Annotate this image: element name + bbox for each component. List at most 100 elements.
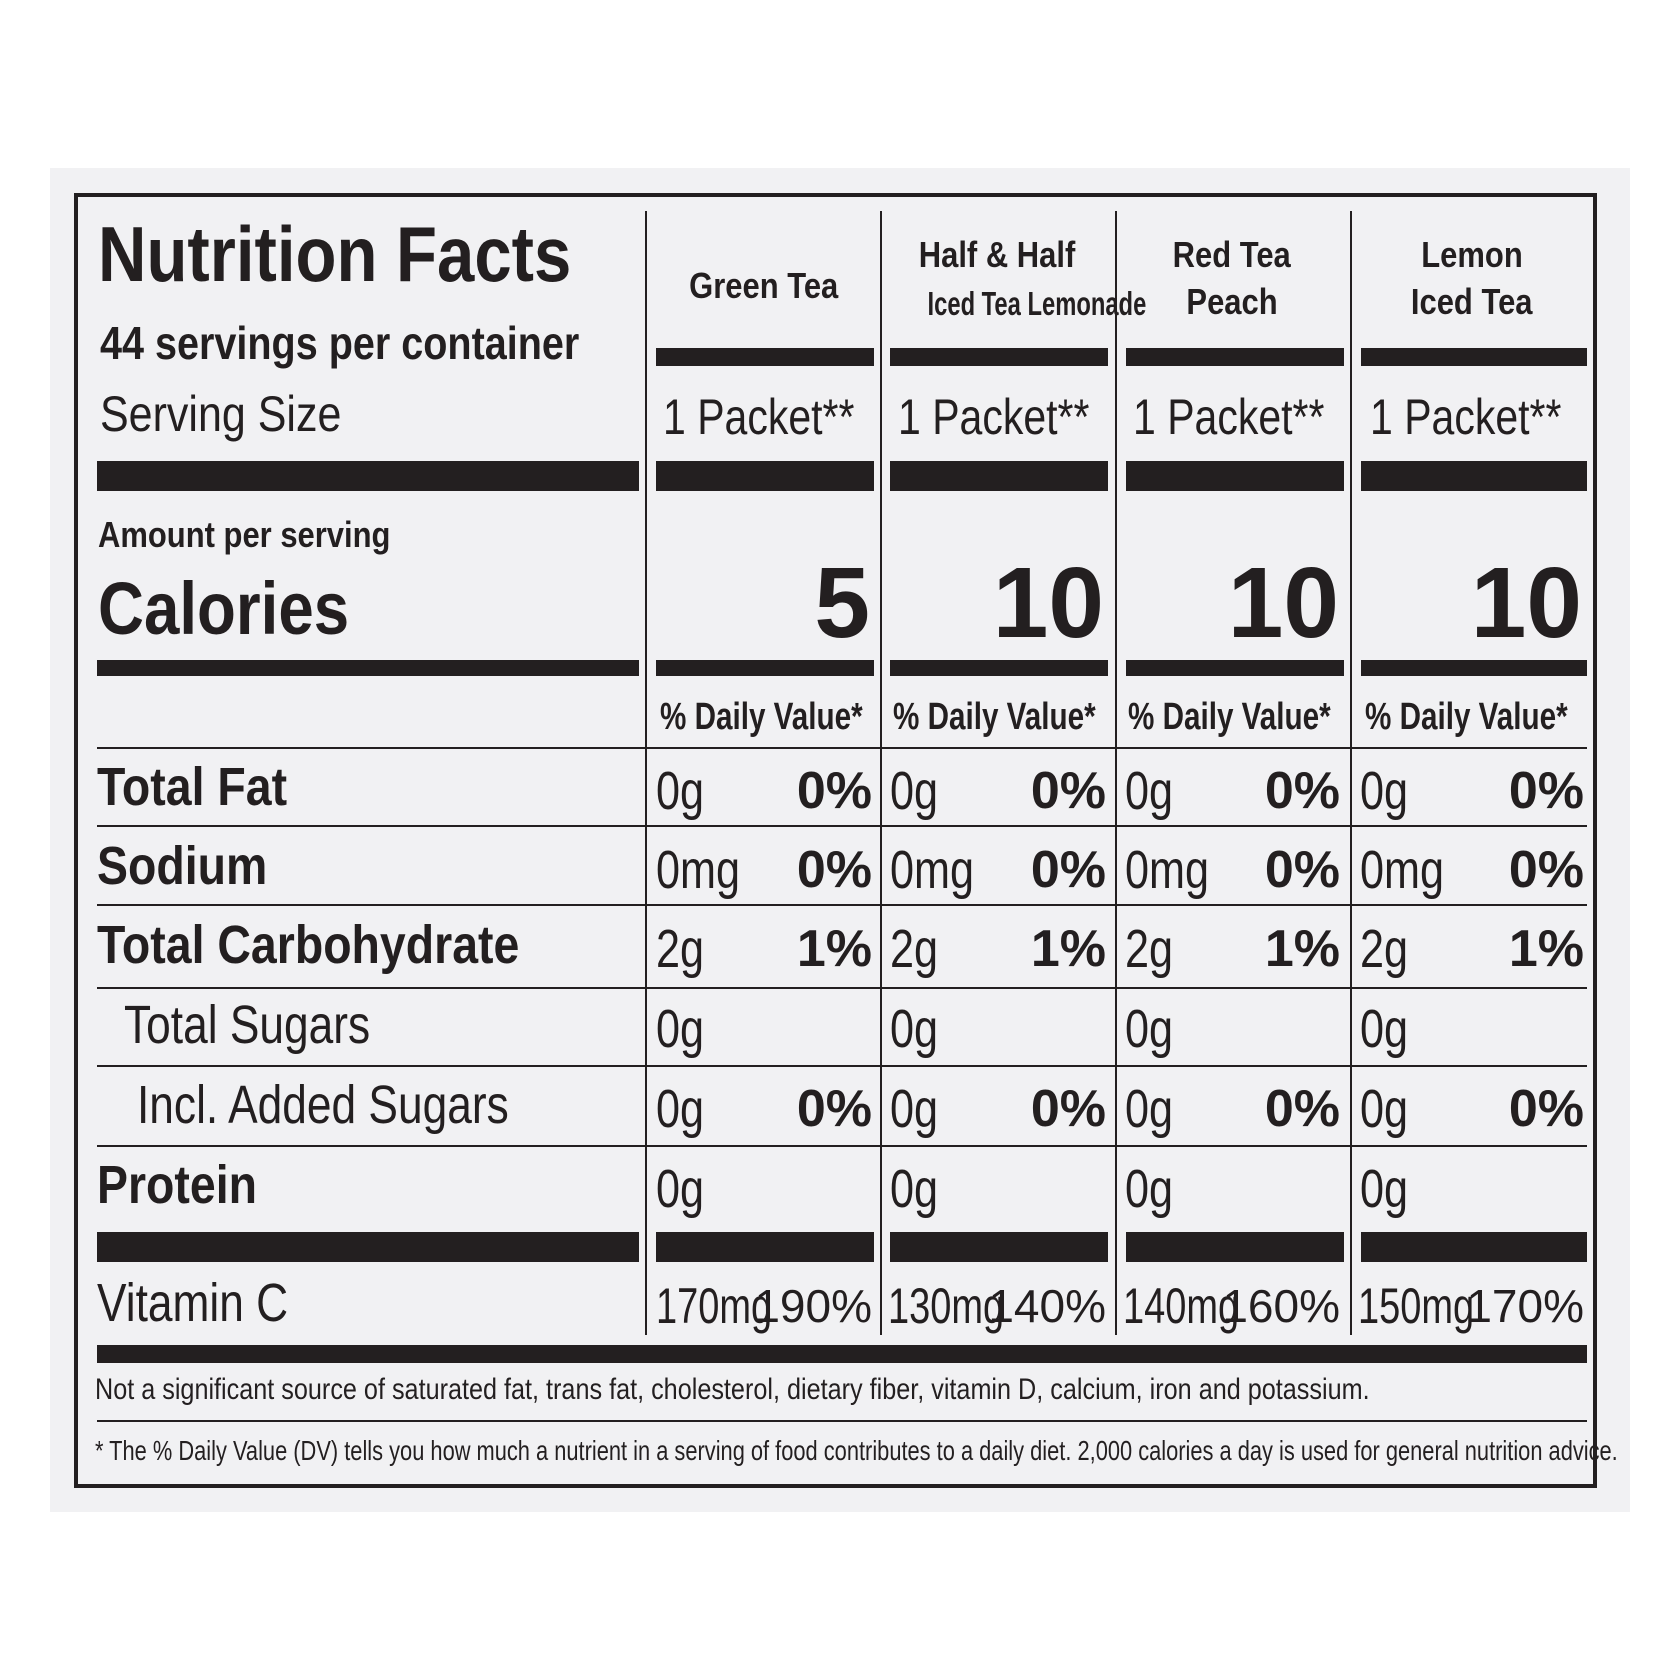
daily-value-header: % Daily Value*	[1128, 696, 1331, 738]
nutrient-dv: 0%	[1508, 762, 1584, 820]
daily-value-header: % Daily Value*	[660, 696, 863, 738]
calories-bar	[97, 660, 639, 676]
product-name-half-half: Half & Half	[918, 234, 1076, 275]
nutrient-amount: 0g	[656, 999, 705, 1059]
header-bar	[890, 348, 1108, 366]
product-name-half-half-line2: Iced Tea Lemonade	[927, 285, 1147, 322]
serving-size-bar	[97, 461, 639, 491]
nutrient-amount: 0g	[1125, 999, 1174, 1059]
vitamin-bar	[890, 1232, 1108, 1262]
nutrient-label-total-carbohydrate: Total Carbohydrate	[97, 915, 520, 975]
nutrient-amount: 0g	[890, 761, 939, 821]
nutrient-dv: 1%	[1264, 920, 1340, 978]
nutrient-amount: 0mg	[1125, 840, 1210, 900]
vitamin-dv: 160%	[1222, 1280, 1340, 1332]
nutrient-dv: 0%	[1264, 1080, 1340, 1138]
nutrient-amount: 0g	[890, 1159, 939, 1219]
footnote-daily-value: * The % Daily Value (DV) tells you how m…	[95, 1435, 1618, 1466]
nutrient-amount: 0g	[890, 999, 939, 1059]
column-divider	[880, 211, 882, 1335]
nutrient-amount: 2g	[1125, 919, 1174, 979]
calories-value: 10	[992, 547, 1104, 659]
nutrient-dv: 0%	[1264, 762, 1340, 820]
panel-title: Nutrition Facts	[98, 210, 572, 298]
product-name-red-tea-peach: Red Tea	[1172, 234, 1292, 275]
daily-value-header: % Daily Value*	[1365, 696, 1568, 738]
calories-value: 10	[1470, 547, 1582, 659]
label-card	[50, 168, 1630, 1512]
nutrient-label-total-fat: Total Fat	[97, 757, 288, 817]
product-name-green-tea: Green Tea	[689, 265, 839, 306]
product-name-lemon-iced-tea-line2: Iced Tea	[1411, 281, 1533, 322]
vitamin-amount: 150mg	[1358, 1278, 1475, 1334]
calories-value: 10	[1227, 547, 1339, 659]
nutrient-dv: 0%	[1030, 762, 1106, 820]
nutrient-dv: 0%	[1264, 841, 1340, 899]
amount-per-serving-label: Amount per serving	[98, 514, 391, 555]
serving-size-label: Serving Size	[100, 386, 342, 442]
nutrient-amount: 0g	[656, 1079, 705, 1139]
header-bar	[1361, 348, 1587, 366]
nutrient-amount: 0mg	[656, 840, 741, 900]
product-name-red-tea-peach-line2: Peach	[1186, 281, 1278, 322]
serving-size-value: 1 Packet**	[1133, 389, 1325, 445]
header-bar	[656, 348, 874, 366]
nutrient-amount: 0g	[1125, 1079, 1174, 1139]
nutrient-amount: 0g	[890, 1079, 939, 1139]
nutrient-amount: 0mg	[1360, 840, 1445, 900]
nutrient-dv: 0%	[1030, 841, 1106, 899]
calories-bar	[656, 660, 874, 676]
nutrient-amount: 0g	[656, 1159, 705, 1219]
nutrient-amount: 0g	[1360, 999, 1409, 1059]
serving-size-value: 1 Packet**	[898, 389, 1090, 445]
column-divider	[645, 211, 647, 1335]
nutrition-facts-panel	[74, 193, 1597, 1488]
serving-size-bar	[656, 461, 874, 491]
vitamin-dv: 190%	[754, 1280, 872, 1332]
daily-value-header: % Daily Value*	[893, 696, 1096, 738]
nutrient-dv: 0%	[1508, 841, 1584, 899]
vitamin-bar	[1361, 1232, 1587, 1262]
nutrient-amount: 0g	[1125, 761, 1174, 821]
serving-size-value: 1 Packet**	[1370, 389, 1562, 445]
serving-size-bar	[1126, 461, 1344, 491]
nutrient-dv: 0%	[796, 1080, 872, 1138]
nutrient-amount: 2g	[1360, 919, 1409, 979]
nutrient-dv: 0%	[796, 762, 872, 820]
nutrient-label-added-sugars: Incl. Added Sugars	[137, 1075, 509, 1135]
column-divider	[1115, 211, 1117, 1335]
nutrient-amount: 0g	[1125, 1159, 1174, 1219]
nutrient-amount: 2g	[890, 919, 939, 979]
serving-size-bar	[890, 461, 1108, 491]
row-divider	[97, 1065, 1587, 1067]
calories-bar	[1126, 660, 1344, 676]
vitamin-dv: 170%	[1466, 1280, 1584, 1332]
row-divider	[97, 987, 1587, 989]
nutrient-amount: 0g	[1360, 1079, 1409, 1139]
nutrient-dv: 1%	[1030, 920, 1106, 978]
nutrient-dv: 0%	[796, 841, 872, 899]
calories-bar	[1361, 660, 1587, 676]
row-divider	[97, 904, 1587, 906]
vitamin-amount: 140mg	[1123, 1278, 1240, 1334]
vitamin-bar	[1126, 1232, 1344, 1262]
footer-bar	[97, 1345, 1587, 1363]
serving-size-bar	[1361, 461, 1587, 491]
vitamin-bar	[656, 1232, 874, 1262]
nutrient-dv: 1%	[796, 920, 872, 978]
vitamin-label: Vitamin C	[97, 1273, 289, 1333]
header-bar	[1126, 348, 1344, 366]
nutrient-dv: 0%	[1508, 1080, 1584, 1138]
nutrient-label-protein: Protein	[97, 1155, 257, 1215]
servings-per-container: 44 servings per container	[100, 317, 580, 369]
vitamin-amount: 130mg	[888, 1278, 1005, 1334]
nutrient-amount: 0g	[1360, 1159, 1409, 1219]
nutrient-label-sodium: Sodium	[97, 836, 268, 896]
nutrient-amount: 0mg	[890, 840, 975, 900]
serving-size-value: 1 Packet**	[663, 389, 855, 445]
column-divider	[1350, 211, 1352, 1335]
calories-value: 5	[814, 547, 870, 659]
nutrient-label-total-sugars: Total Sugars	[124, 995, 371, 1055]
nutrient-dv: 0%	[1030, 1080, 1106, 1138]
footnote-not-significant: Not a significant source of saturated fa…	[95, 1373, 1370, 1406]
